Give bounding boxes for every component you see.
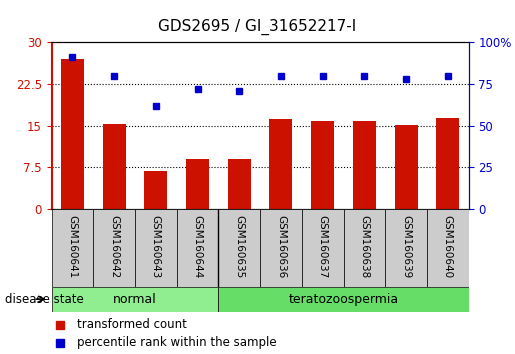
Text: GSM160641: GSM160641 [67, 215, 77, 278]
Bar [436, 119, 459, 209]
Text: GSM160635: GSM160635 [234, 215, 244, 278]
Bar [269, 119, 293, 209]
FancyBboxPatch shape [52, 287, 218, 312]
FancyBboxPatch shape [260, 209, 302, 287]
Text: GDS2695 / GI_31652217-I: GDS2695 / GI_31652217-I [159, 18, 356, 35]
Text: GSM160643: GSM160643 [151, 215, 161, 278]
FancyBboxPatch shape [177, 209, 218, 287]
Bar [186, 159, 209, 209]
Text: GSM160644: GSM160644 [193, 215, 202, 278]
Text: GSM160637: GSM160637 [318, 215, 328, 278]
Bar [311, 121, 334, 209]
Bar [394, 125, 418, 209]
Bar [228, 159, 251, 209]
Bar [102, 124, 126, 209]
FancyBboxPatch shape [218, 287, 469, 312]
Text: GSM160639: GSM160639 [401, 215, 411, 278]
Bar [353, 121, 376, 209]
Text: transformed count: transformed count [77, 319, 186, 331]
Text: teratozoospermia: teratozoospermia [288, 293, 399, 306]
Text: disease state: disease state [5, 293, 84, 306]
FancyBboxPatch shape [52, 209, 93, 287]
FancyBboxPatch shape [344, 209, 385, 287]
FancyBboxPatch shape [135, 209, 177, 287]
Text: percentile rank within the sample: percentile rank within the sample [77, 336, 276, 349]
Bar [144, 171, 167, 209]
Text: normal: normal [113, 293, 157, 306]
FancyBboxPatch shape [93, 209, 135, 287]
FancyBboxPatch shape [427, 209, 469, 287]
Bar [61, 59, 84, 209]
Text: GSM160642: GSM160642 [109, 215, 119, 278]
FancyBboxPatch shape [302, 209, 344, 287]
FancyBboxPatch shape [218, 209, 260, 287]
Text: GSM160640: GSM160640 [443, 215, 453, 278]
Text: GSM160636: GSM160636 [276, 215, 286, 278]
FancyBboxPatch shape [385, 209, 427, 287]
Text: GSM160638: GSM160638 [359, 215, 369, 278]
